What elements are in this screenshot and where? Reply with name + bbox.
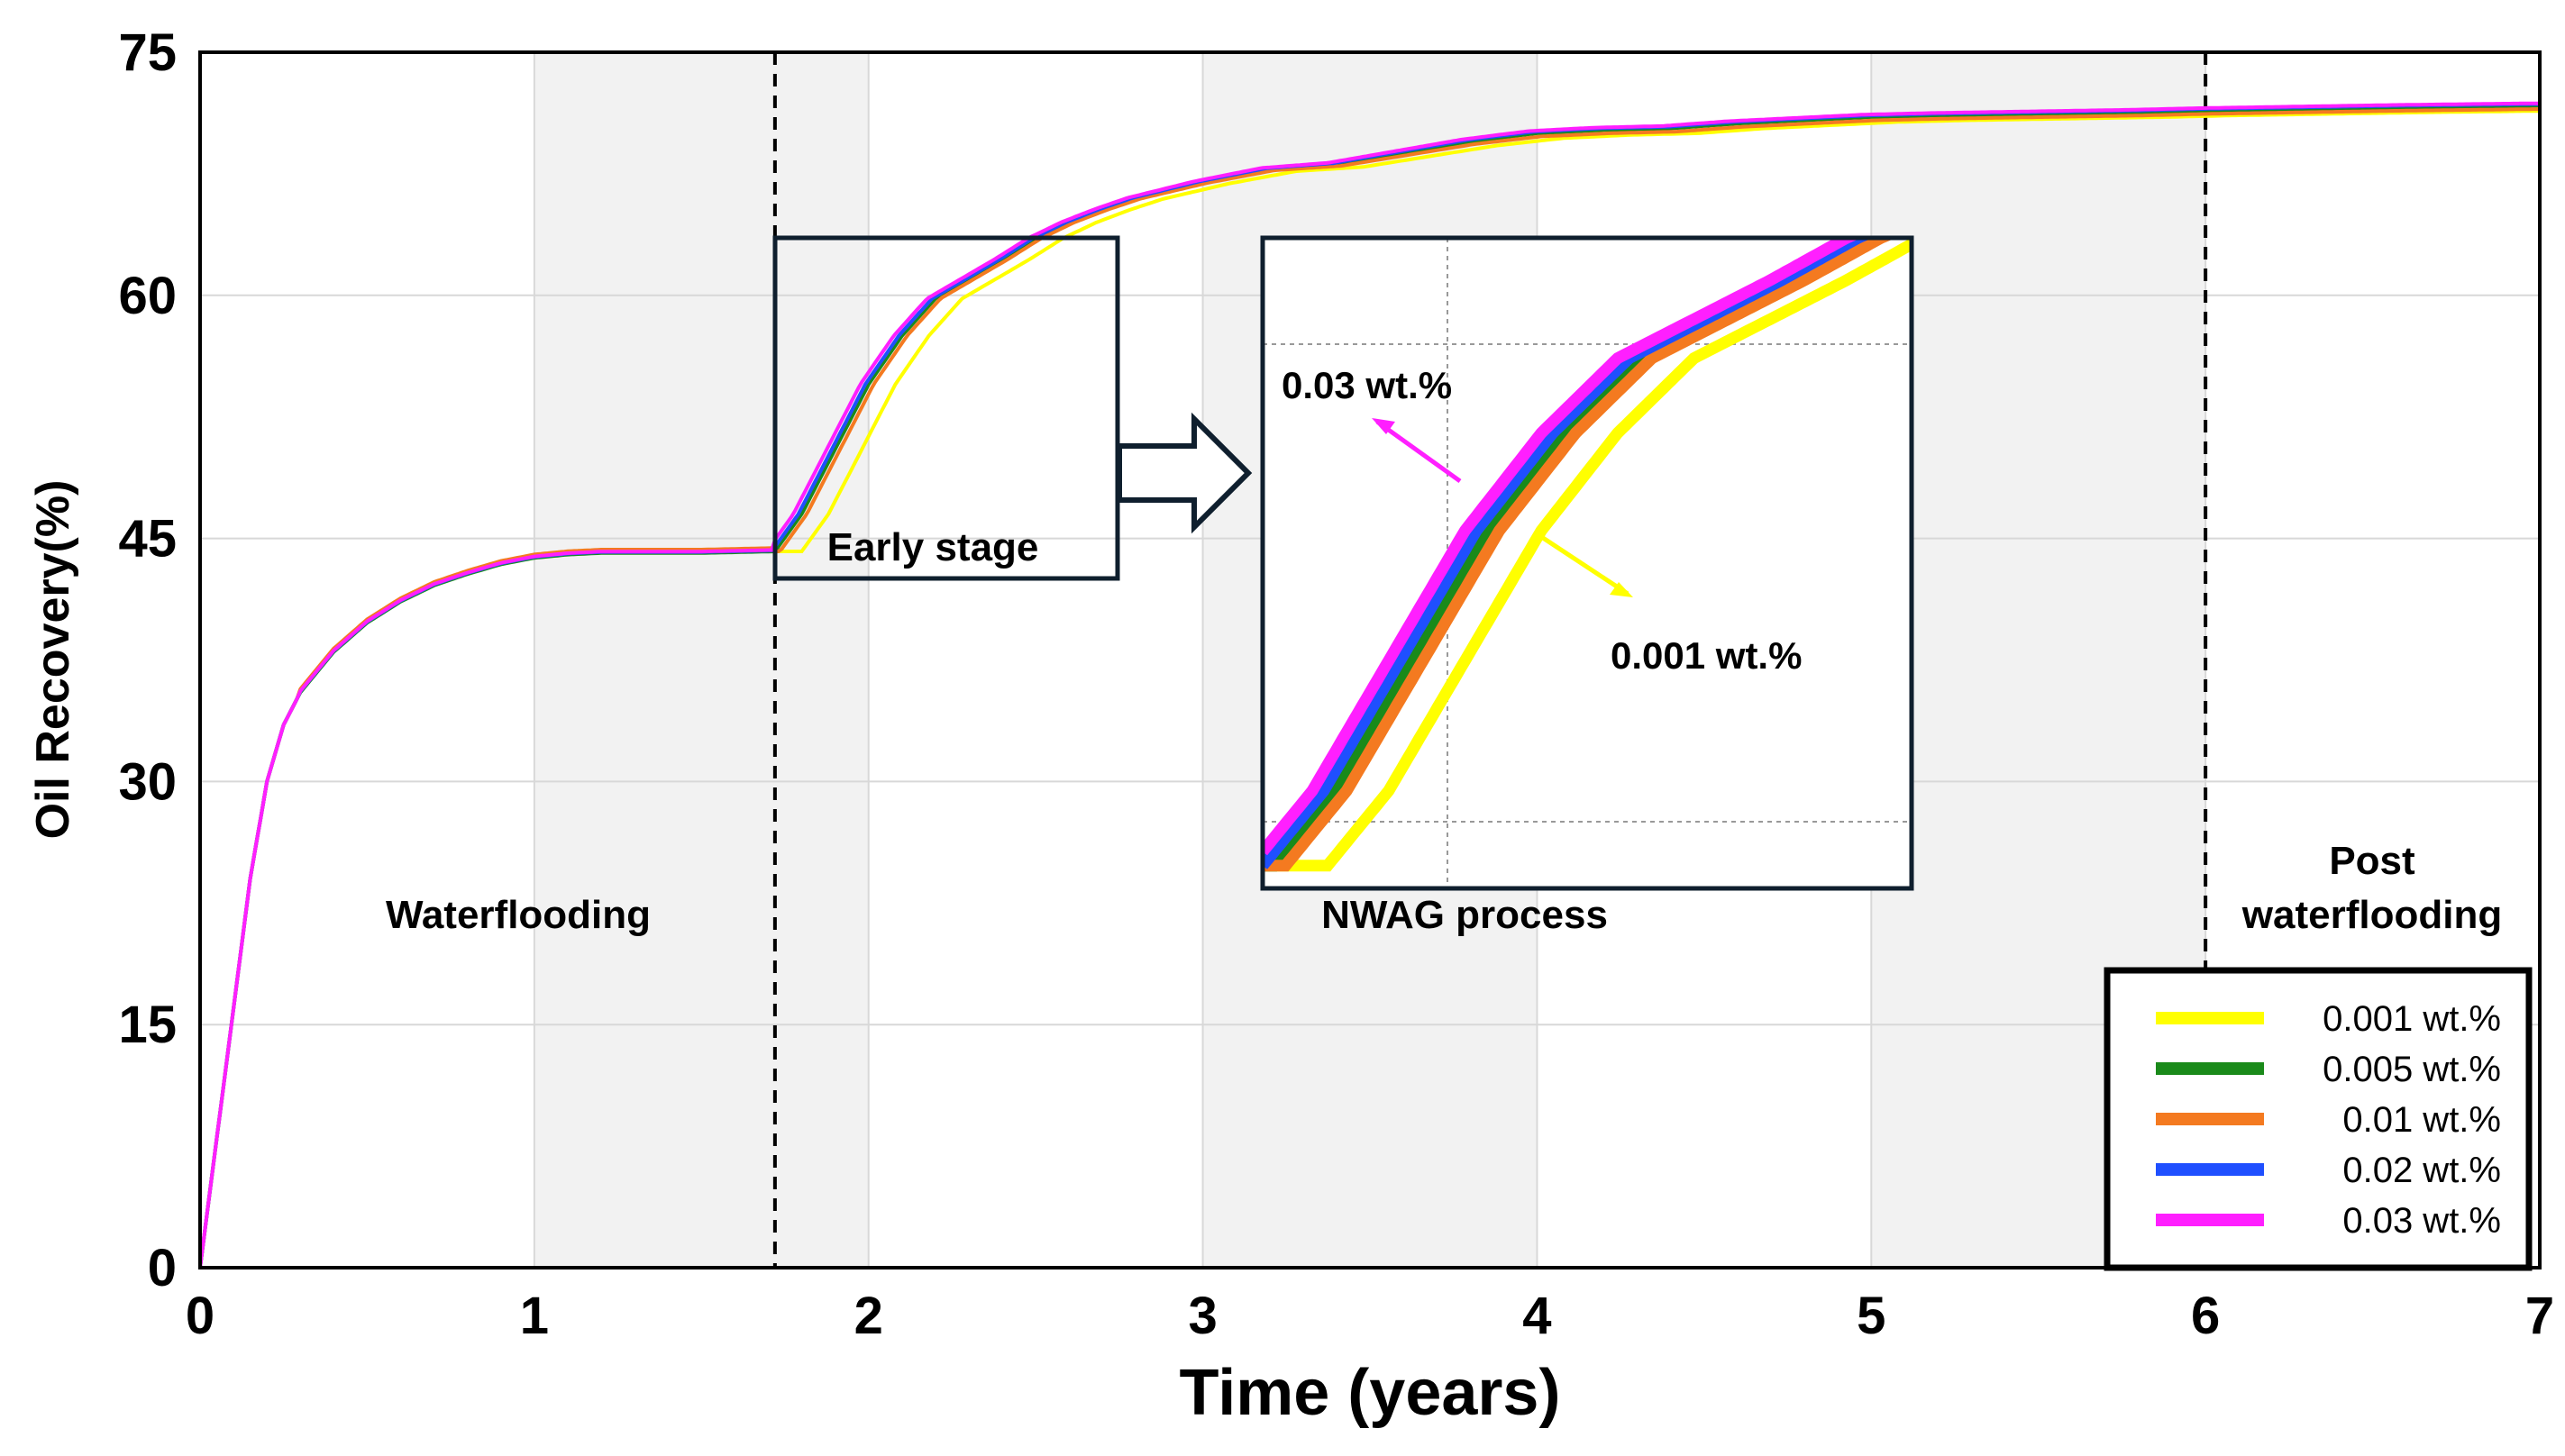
x-tick-label: 6 [2191, 1287, 2220, 1345]
series-lines [198, 101, 2541, 1269]
legend-label: 0.001 wt.% [2323, 999, 2501, 1039]
inset-series-line [1263, 238, 1912, 872]
legend-label: 0.005 wt.% [2323, 1050, 2501, 1089]
y-tick-label: 30 [118, 752, 177, 811]
y-tick-label: 75 [118, 23, 177, 82]
y-tick-label: 45 [118, 510, 177, 569]
early-stage-box [772, 235, 1120, 581]
x-tick-label: 4 [1522, 1287, 1551, 1345]
zoom-arrow-icon [1117, 412, 1253, 534]
inset-label-003: 0.03 wt.% [1282, 364, 1452, 406]
x-axis-label: Time (years) [1180, 1357, 1561, 1429]
series-line [198, 107, 2541, 1269]
x-tick-label: 3 [1188, 1287, 1217, 1345]
legend-label: 0.01 wt.% [2342, 1100, 2501, 1140]
inset-zoom [1260, 235, 1914, 891]
x-tick-labels: 0 1 2 3 4 5 6 7 [186, 1287, 2554, 1345]
nwag-process-label: NWAG process [1321, 893, 1608, 937]
inset-series-line [1263, 238, 1862, 856]
inset-label-0001: 0.001 wt.% [1611, 634, 1802, 677]
y-tick-label: 15 [118, 996, 177, 1054]
x-tick-label: 7 [2525, 1287, 2554, 1345]
band [534, 52, 869, 1268]
inset-arrow-0001 [1541, 535, 1629, 596]
plot-frame [198, 50, 2542, 1269]
y-tick-labels: 0 15 30 45 60 75 [118, 23, 177, 1297]
post-waterflooding-label-line1: Post [2329, 839, 2415, 883]
series-line [198, 101, 2540, 1269]
inset-arrowhead-003 [1372, 418, 1395, 434]
y-tick-label: 0 [148, 1239, 177, 1297]
legend-label: 0.03 wt.% [2342, 1201, 2501, 1241]
x-tick-label: 0 [186, 1287, 215, 1345]
inset-arrowhead-0001 [1610, 582, 1633, 597]
legend: 0.001 wt.% 0.005 wt.% 0.01 wt.% 0.02 wt.% 0.… [2104, 967, 2533, 1271]
y-tick-label: 60 [118, 267, 177, 325]
y-axis-label: Oil Recovery(%) [27, 480, 79, 840]
x-tick-label: 5 [1857, 1287, 1885, 1345]
legend-label: 0.02 wt.% [2342, 1151, 2501, 1190]
x-tick-label: 1 [520, 1287, 549, 1345]
x-tick-label: 2 [854, 1287, 883, 1345]
inset-series-line [1263, 238, 1896, 872]
inset-arrow-003 [1375, 419, 1462, 484]
early-stage-label: Early stage [827, 525, 1039, 569]
waterflooding-label: Waterflooding [386, 893, 651, 937]
post-waterflooding-label-line2: waterflooding [2241, 893, 2502, 937]
